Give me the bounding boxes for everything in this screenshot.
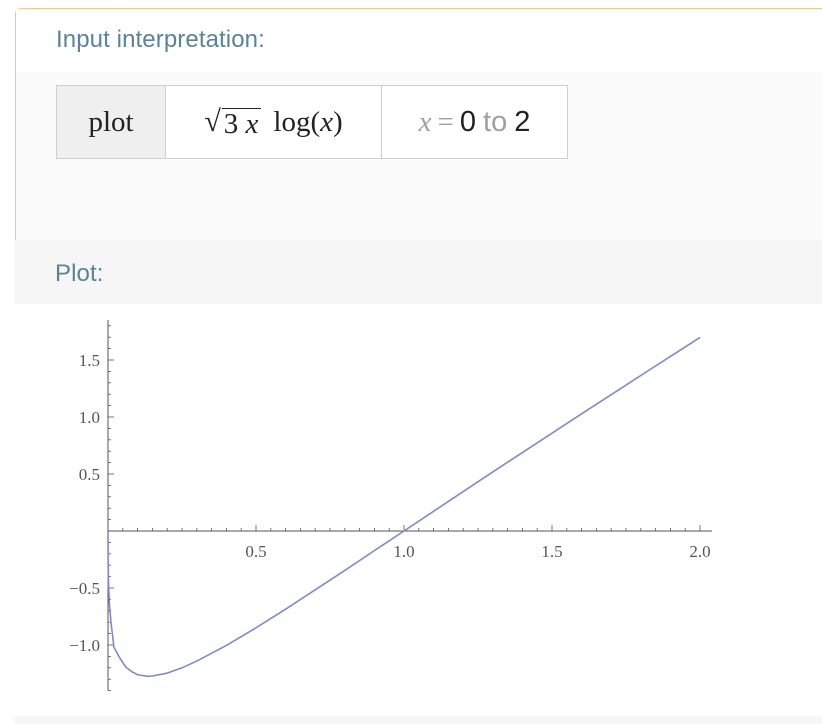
range-to-word: to (483, 105, 508, 138)
range-to: 2 (514, 105, 531, 138)
radical-sign-icon: √ (204, 105, 221, 138)
x-tick-label: 1.5 (541, 542, 562, 561)
y-tick-label: 0.5 (79, 465, 100, 484)
plot-pod-footer (15, 716, 822, 724)
sqrt-expression: √ 3 x (204, 105, 262, 140)
open-paren: ( (310, 105, 321, 138)
x-tick-label: 0.5 (245, 542, 266, 561)
radicand: 3 x (221, 108, 262, 140)
function-argument: x (320, 105, 334, 138)
range-variable: x (418, 105, 432, 138)
range-from: 0 (459, 105, 477, 138)
y-tick-label: −1.0 (69, 636, 100, 655)
input-pod-header: Input interpretation: (16, 9, 822, 71)
x-tick-label: 2.0 (689, 542, 710, 561)
y-tick-label: 1.5 (79, 351, 100, 370)
series-line (107, 336, 701, 678)
input-interpretation-table: plot √ 3 x log(x) x = 0 to 2 (56, 85, 568, 159)
y-tick-label: 1.0 (79, 408, 100, 427)
function-name: log (273, 105, 311, 138)
radicand-coefficient: 3 (223, 108, 239, 140)
expression-cell: √ 3 x log(x) (165, 86, 381, 158)
plot-area: 0.5 1.0 1.5 2.0 −1.0 −0.5 0.5 1.0 1.5 (15, 304, 822, 716)
plot-pod-header: Plot: (15, 240, 822, 304)
plot-pod: Plot: 0.5 1.0 1.5 2.0 −1.0 −0.5 0.5 1.0 1.5 (15, 240, 822, 724)
command-cell: plot (57, 86, 165, 158)
close-paren: ) (333, 105, 343, 138)
function-plot: 0.5 1.0 1.5 2.0 −1.0 −0.5 0.5 1.0 1.5 (69, 320, 712, 692)
range-cell: x = 0 to 2 (381, 86, 567, 158)
radicand-variable: x (245, 108, 259, 140)
input-pod-title: Input interpretation: (56, 26, 265, 53)
input-interpretation-pod: Input interpretation: plot √ 3 x log(x) … (15, 8, 822, 240)
plot-pod-title: Plot: (55, 260, 104, 287)
command-text: plot (88, 105, 134, 138)
x-tick-label: 1.0 (393, 542, 414, 561)
range-equals: = (437, 105, 454, 138)
y-tick-label: −0.5 (69, 579, 100, 598)
